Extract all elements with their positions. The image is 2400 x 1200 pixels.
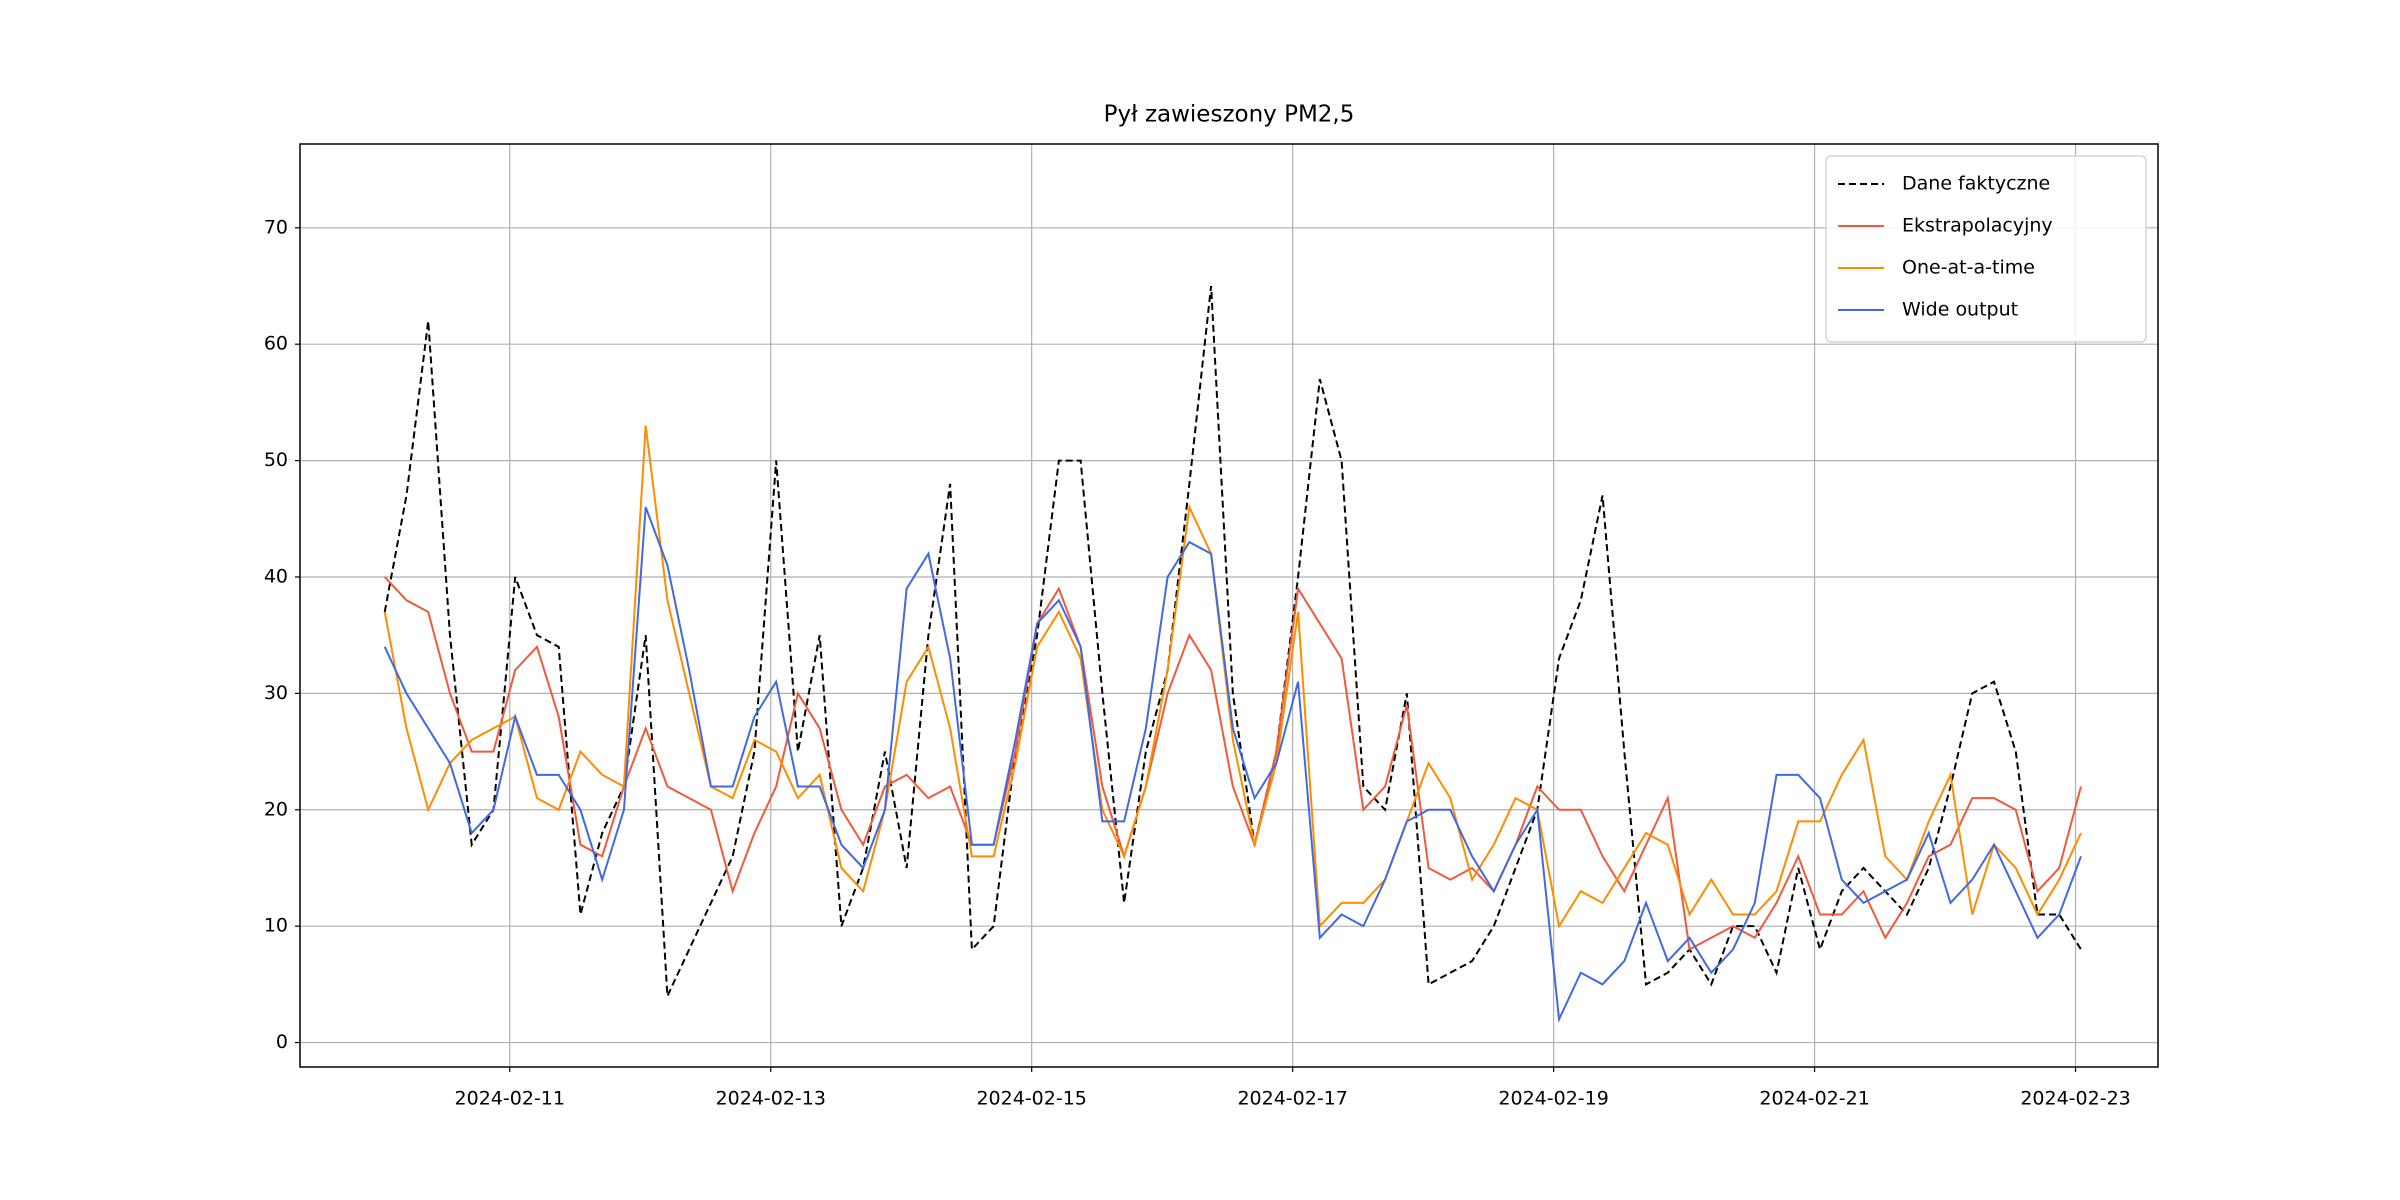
legend-label: Dane faktyczne <box>1902 173 2050 195</box>
y-tick-label: 10 <box>264 915 288 937</box>
chart-title: Pył zawieszony PM2,5 <box>1104 102 1355 128</box>
series-line <box>383 576 2082 951</box>
x-tick-label: 2024-02-15 <box>976 1088 1086 1110</box>
legend-box <box>1825 155 2147 343</box>
y-tick-label: 50 <box>264 449 288 471</box>
x-tick-label: 2024-02-17 <box>1237 1088 1347 1110</box>
x-tick-label: 2024-02-13 <box>716 1088 826 1110</box>
series-line <box>383 425 2082 929</box>
y-tick-label: 20 <box>264 798 288 820</box>
y-tick-label: 40 <box>264 565 288 587</box>
x-tick-label: 2024-02-11 <box>455 1088 565 1110</box>
x-tick-label: 2024-02-23 <box>2020 1088 2130 1110</box>
x-tick-label: 2024-02-21 <box>1759 1088 1869 1110</box>
legend-label: One-at-a-time <box>1902 257 2035 279</box>
series-line <box>383 506 2082 1023</box>
y-tick-label: 60 <box>264 333 288 355</box>
legend-label: Ekstrapolacyjny <box>1902 215 2053 237</box>
y-tick-label: 70 <box>264 216 288 238</box>
legend-label: Wide output <box>1902 299 2018 321</box>
x-tick-label: 2024-02-19 <box>1498 1088 1608 1110</box>
y-tick-label: 0 <box>276 1031 288 1053</box>
series-line <box>383 285 2082 997</box>
y-tick-label: 30 <box>264 682 288 704</box>
plot-frame <box>299 143 2159 1068</box>
